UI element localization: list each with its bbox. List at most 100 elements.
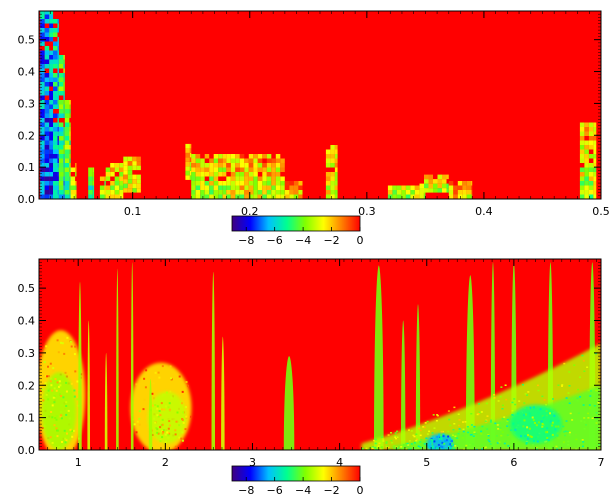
heatmap-speckle bbox=[372, 446, 374, 448]
heatmap-cell bbox=[123, 183, 128, 189]
heatmap-cell bbox=[63, 73, 65, 78]
heatmap-cell bbox=[92, 176, 95, 181]
x-tick-label: 2 bbox=[162, 456, 169, 469]
heatmap-cell bbox=[63, 185, 65, 190]
heatmap-cell bbox=[244, 185, 249, 190]
heatmap-speckle bbox=[524, 413, 527, 416]
heatmap-cell bbox=[239, 158, 245, 163]
heatmap-cell bbox=[191, 185, 196, 190]
heatmap-cell bbox=[69, 109, 71, 114]
heatmap-speckle bbox=[458, 419, 461, 421]
heatmap-cell bbox=[284, 181, 290, 186]
heatmap-cell bbox=[63, 127, 65, 132]
heatmap-speckle bbox=[168, 420, 171, 423]
heatmap-speckle bbox=[579, 396, 582, 398]
heatmap-speckle bbox=[144, 386, 147, 389]
heatmap-cell bbox=[57, 77, 59, 82]
heatmap-cell bbox=[466, 185, 472, 190]
heatmap-cell bbox=[213, 185, 219, 190]
heatmap-cell bbox=[63, 194, 65, 199]
heatmap-speckle bbox=[549, 420, 552, 423]
heatmap-cell bbox=[235, 194, 240, 199]
heatmap-speckle bbox=[499, 428, 502, 431]
heatmap-cell bbox=[57, 41, 59, 46]
heatmap-cell bbox=[325, 185, 331, 190]
heatmap-cell bbox=[49, 158, 54, 163]
heatmap-cell bbox=[44, 104, 50, 109]
heatmap-cell bbox=[92, 172, 95, 177]
heatmap-speckle bbox=[448, 418, 451, 421]
x-tick-label: 0.4 bbox=[475, 205, 493, 218]
heatmap-cell bbox=[57, 194, 59, 199]
heatmap-cell bbox=[53, 77, 58, 82]
heatmap-speckle bbox=[537, 412, 540, 415]
heatmap-cell bbox=[213, 194, 219, 199]
heatmap-cell bbox=[200, 163, 205, 168]
heatmap-cell bbox=[410, 190, 415, 195]
heatmap-speckle bbox=[406, 442, 409, 445]
heatmap-cell bbox=[222, 194, 227, 199]
heatmap-cell bbox=[213, 154, 219, 159]
heatmap-speckle bbox=[533, 439, 535, 442]
heatmap-speckle bbox=[401, 430, 404, 433]
heatmap-speckle bbox=[512, 422, 515, 425]
heatmap-cell bbox=[266, 185, 272, 190]
heatmap-speckle bbox=[408, 440, 411, 442]
heatmap-speckle bbox=[582, 445, 584, 448]
heatmap-cell bbox=[58, 145, 64, 150]
heatmap-cell bbox=[69, 163, 71, 168]
heatmap-cell bbox=[248, 194, 254, 199]
heatmap-cell bbox=[40, 131, 45, 136]
heatmap-speckle bbox=[587, 412, 590, 415]
heatmap-cell bbox=[579, 190, 585, 195]
heatmap-speckle bbox=[458, 428, 461, 430]
heatmap-speckle bbox=[431, 432, 434, 434]
heatmap-speckle bbox=[47, 398, 50, 401]
heatmap-cell bbox=[92, 190, 95, 195]
heatmap-cell bbox=[53, 104, 58, 109]
heatmap-speckle bbox=[182, 421, 185, 424]
heatmap-cell bbox=[49, 68, 54, 73]
heatmap-cell bbox=[448, 194, 454, 199]
heatmap-speckle bbox=[497, 428, 500, 430]
heatmap-cell bbox=[123, 165, 128, 171]
heatmap-speckle bbox=[595, 412, 598, 414]
heatmap-speckle bbox=[480, 433, 483, 435]
heatmap-speckle bbox=[185, 381, 188, 383]
heatmap-speckle bbox=[46, 375, 49, 378]
heatmap-cell bbox=[466, 181, 472, 186]
heatmap-cell bbox=[200, 176, 205, 181]
heatmap-speckle bbox=[470, 433, 473, 436]
heatmap-cell bbox=[92, 194, 95, 199]
heatmap-cell bbox=[49, 19, 54, 24]
heatmap-speckle bbox=[135, 383, 138, 386]
heatmap-cell bbox=[69, 136, 71, 141]
heatmap-speckle bbox=[436, 414, 439, 416]
heatmap-cell bbox=[57, 127, 59, 132]
heatmap-speckle bbox=[55, 389, 58, 392]
heatmap-cell bbox=[58, 82, 64, 87]
heatmap-cell bbox=[471, 181, 473, 186]
heatmap-cell bbox=[114, 181, 120, 186]
heatmap-speckle bbox=[58, 393, 61, 395]
heatmap-cell bbox=[275, 163, 281, 168]
heatmap-cell bbox=[57, 55, 59, 60]
heatmap-speckle bbox=[506, 420, 509, 422]
heatmap-speckle bbox=[69, 340, 72, 343]
heatmap-cell bbox=[593, 185, 597, 190]
heatmap-cell bbox=[88, 172, 93, 177]
heatmap-cell bbox=[280, 163, 285, 168]
heatmap-cell bbox=[63, 163, 65, 168]
heatmap-speckle bbox=[557, 384, 560, 386]
heatmap-speckle bbox=[73, 389, 76, 392]
heatmap-speckle bbox=[39, 389, 42, 392]
heatmap-cell bbox=[105, 185, 111, 190]
heatmap-cell bbox=[248, 181, 254, 186]
heatmap-speckle bbox=[402, 444, 405, 446]
heatmap-cell bbox=[49, 37, 54, 42]
heatmap-cell bbox=[253, 172, 258, 177]
heatmap-cell bbox=[44, 154, 50, 159]
heatmap-speckle bbox=[481, 425, 484, 428]
heatmap-cell bbox=[239, 167, 245, 172]
heatmap-speckle bbox=[388, 448, 391, 450]
